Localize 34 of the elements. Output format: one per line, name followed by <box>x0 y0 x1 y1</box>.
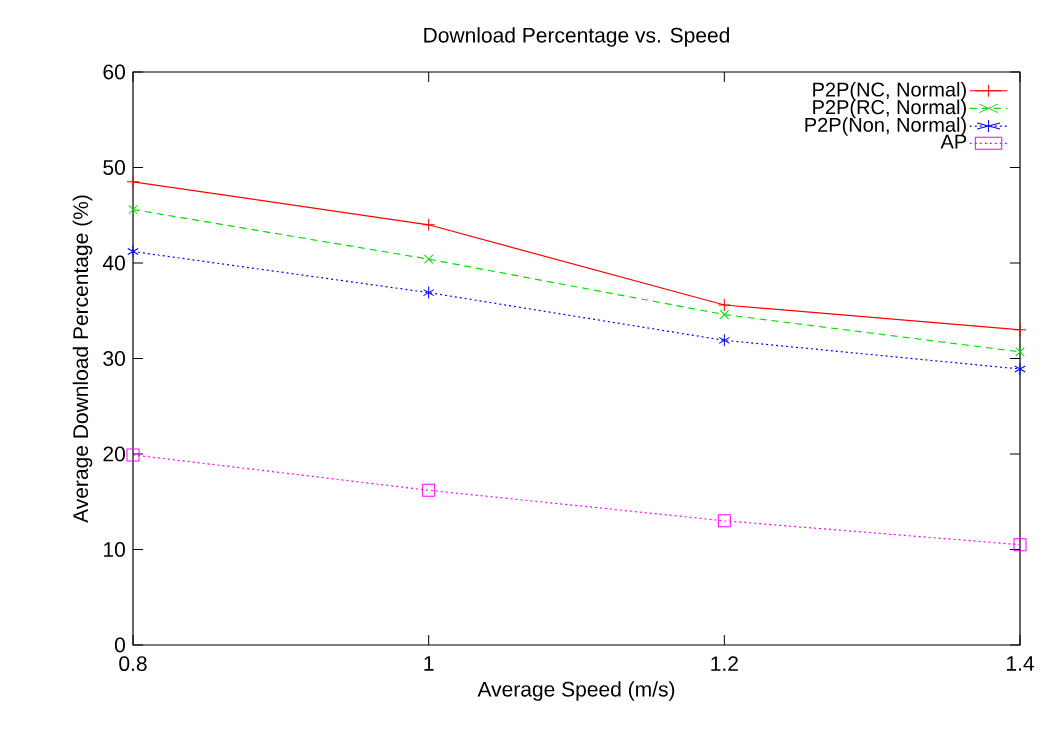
point <box>422 218 436 232</box>
point <box>127 245 139 259</box>
point <box>128 204 138 215</box>
point <box>422 286 435 300</box>
point <box>1013 538 1027 552</box>
x-axis-title: Average Speed (m/s) <box>477 681 675 701</box>
point <box>126 175 140 189</box>
y-tick-label: 0 <box>114 637 125 653</box>
legend-label: P2P(Non, Normal) <box>805 117 966 136</box>
y-tick-label: 50 <box>103 160 125 175</box>
point <box>719 309 730 320</box>
x-tick-label: 1.4 <box>1007 656 1034 671</box>
x-tick-label: 0.8 <box>119 656 147 672</box>
point <box>717 298 731 312</box>
point <box>422 483 436 497</box>
y-axis-title: Average Download Percentage (%) <box>72 195 93 523</box>
x-tick-label: 1.2 <box>711 656 738 671</box>
point <box>1013 323 1027 337</box>
point <box>1015 347 1025 357</box>
point <box>718 333 731 347</box>
legend-label: AP <box>940 134 967 149</box>
y-tick-label: 30 <box>103 351 125 366</box>
y-tick-label: 20 <box>103 446 125 462</box>
legend-label: P2P(RC, Normal) <box>813 99 966 119</box>
chart-title: Download Percentage vs. Speed <box>424 27 729 47</box>
y-tick-label: 60 <box>103 64 125 80</box>
point <box>423 254 434 264</box>
x-tick-label: 1 <box>424 656 434 671</box>
point <box>126 448 140 462</box>
legend-label: P2P(NC, Normal) <box>813 81 966 101</box>
y-tick-label: 10 <box>104 542 125 557</box>
y-tick-label: 40 <box>102 255 125 271</box>
point <box>717 514 731 528</box>
point <box>1014 362 1026 376</box>
